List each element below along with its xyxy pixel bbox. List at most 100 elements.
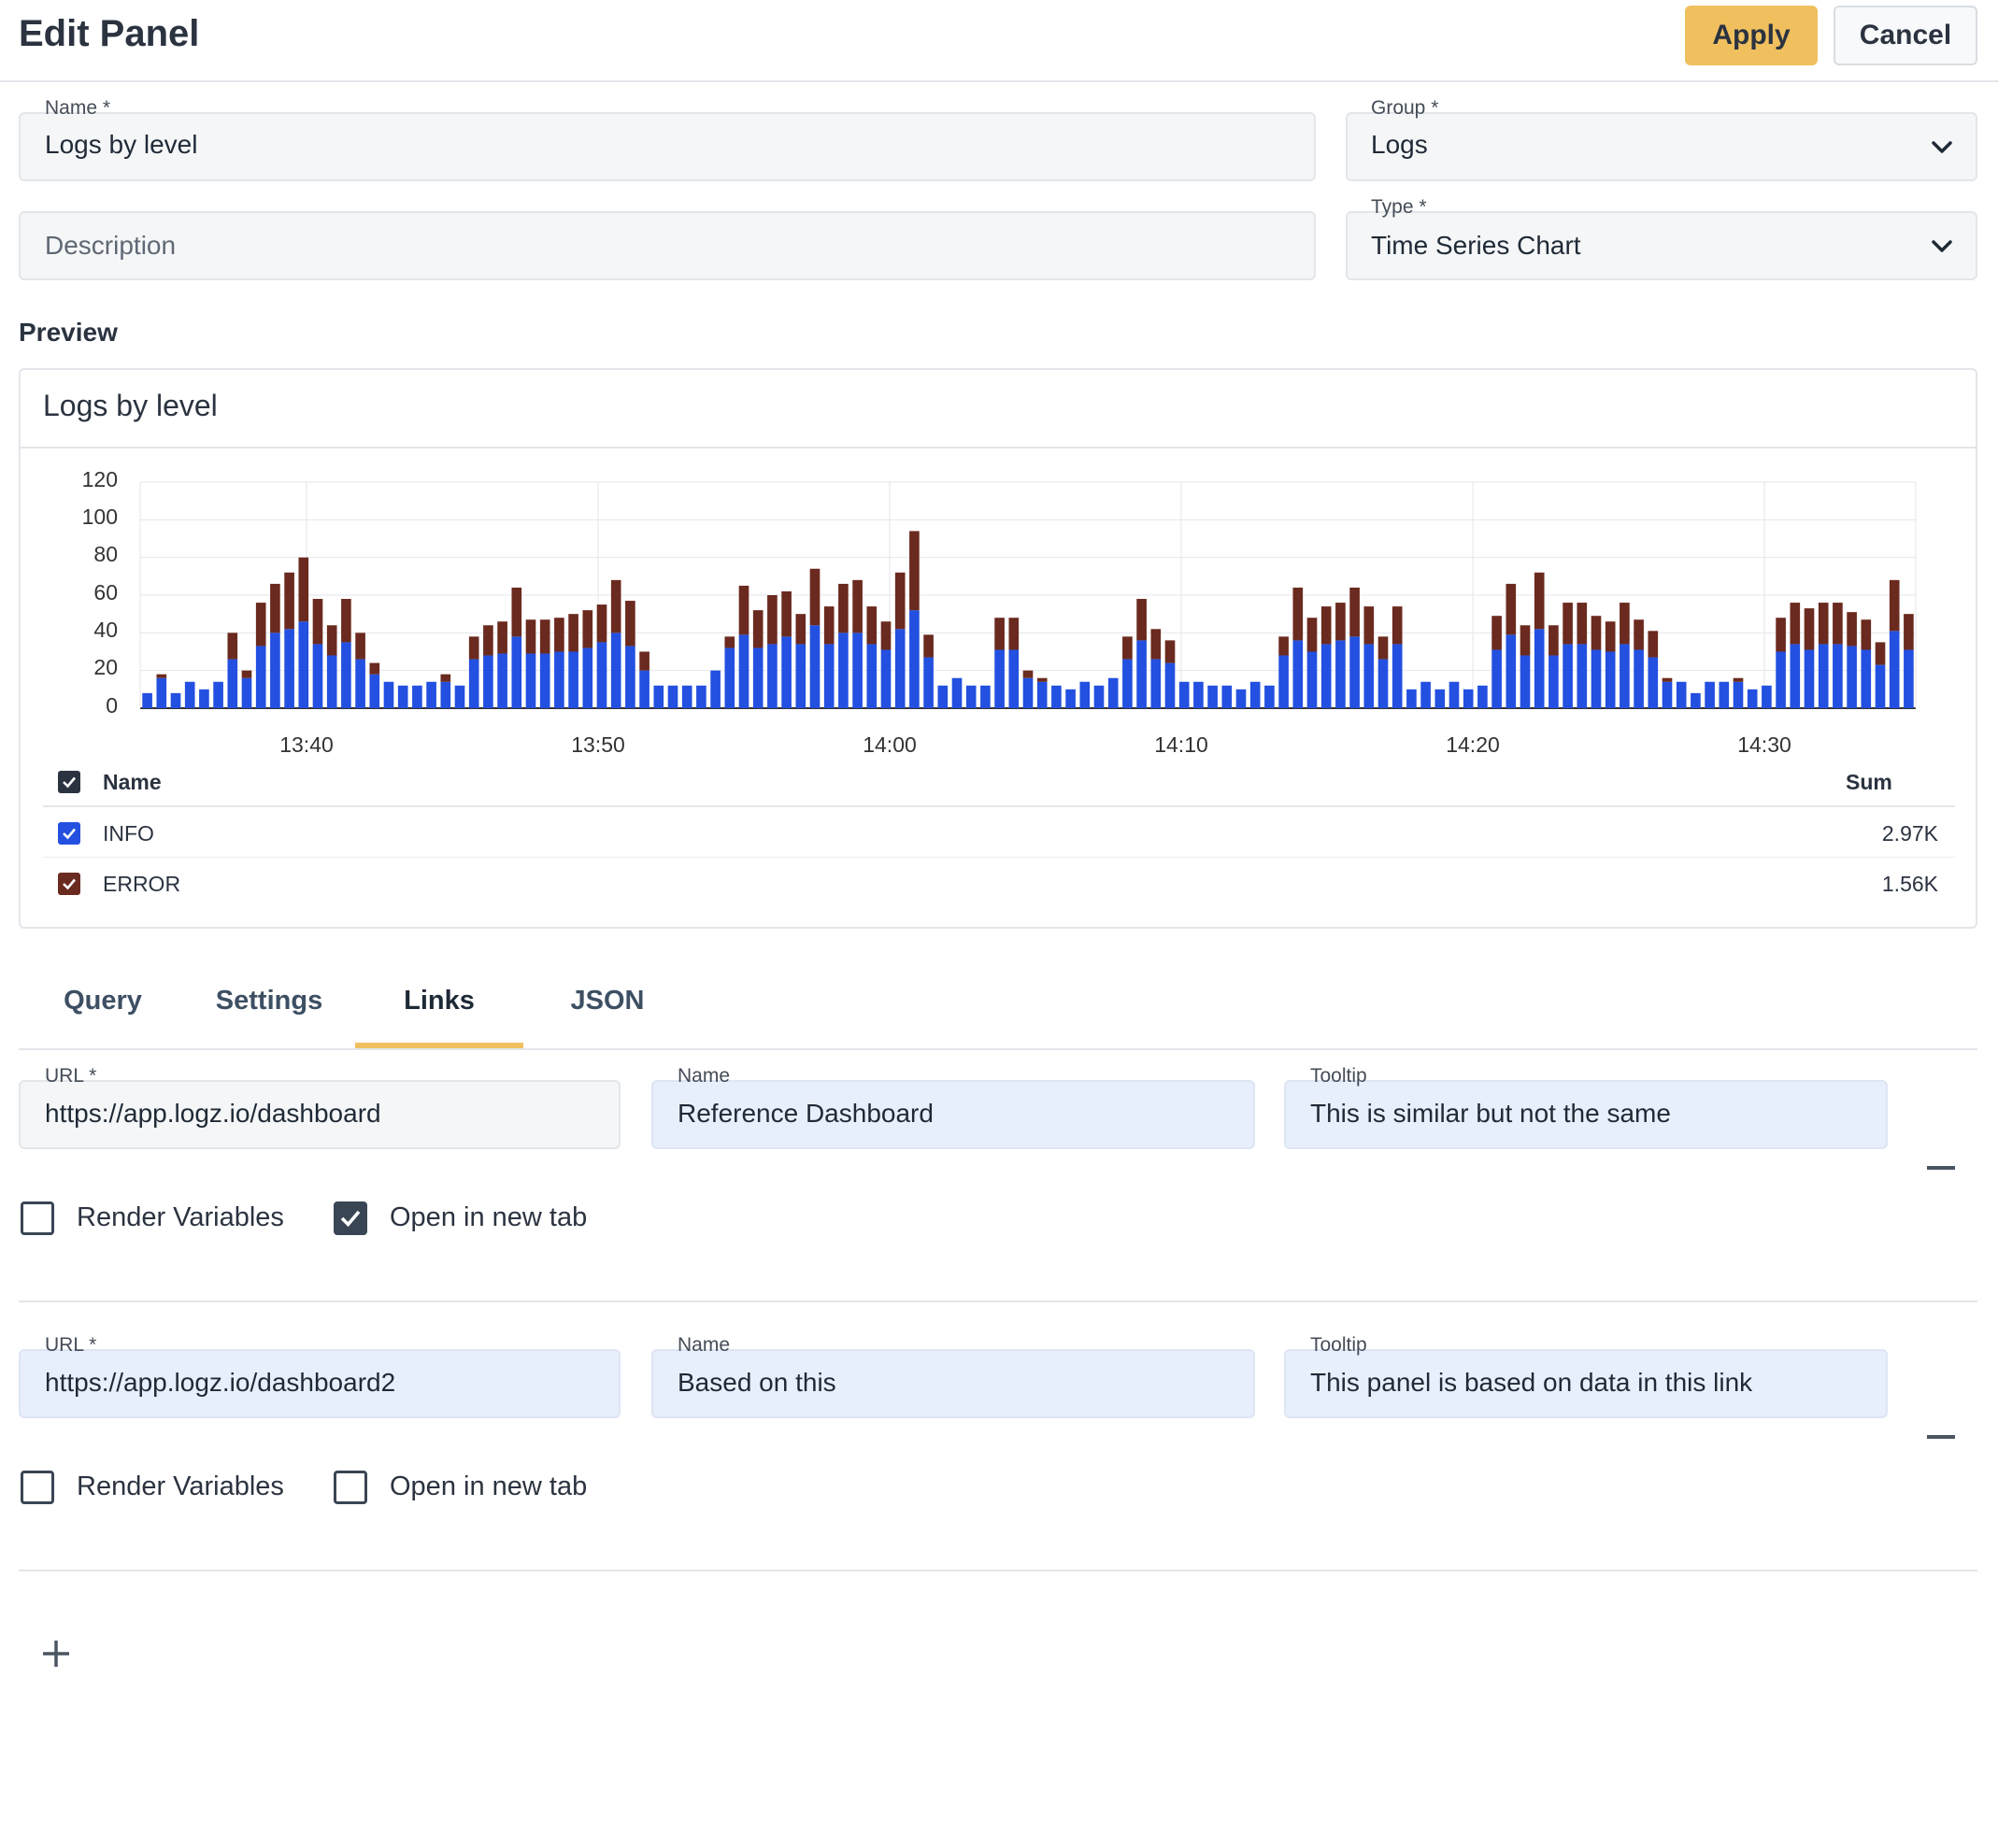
info-bar xyxy=(596,642,607,708)
cancel-button[interactable]: Cancel xyxy=(1834,6,1977,65)
add-link-icon[interactable] xyxy=(41,1639,71,1669)
link-1-render-variables-label: Render Variables xyxy=(77,1202,284,1232)
info-bar xyxy=(1733,681,1744,708)
error-bar xyxy=(341,599,351,643)
info-bar xyxy=(1065,689,1076,708)
group-select[interactable] xyxy=(1346,112,1977,181)
error-bar xyxy=(539,619,550,654)
info-bar xyxy=(610,633,621,708)
error-bar xyxy=(1889,579,1900,632)
type-select[interactable] xyxy=(1346,211,1977,280)
link-1-url-input[interactable] xyxy=(19,1080,621,1149)
tab-json[interactable]: JSON xyxy=(570,986,645,1016)
info-bar xyxy=(653,685,664,708)
info-bar xyxy=(965,685,977,708)
legend-item-error[interactable]: ERROR xyxy=(103,872,181,896)
info-bar xyxy=(909,610,920,708)
apply-button[interactable]: Apply xyxy=(1685,6,1818,65)
error-bar xyxy=(1022,670,1034,678)
info-bar xyxy=(1548,655,1559,708)
error-bar xyxy=(1634,619,1644,650)
info-bar xyxy=(1406,689,1417,708)
info-bar xyxy=(582,647,593,708)
group-select-value: Logs xyxy=(1371,130,1428,159)
link-1-name-value: Reference Dashboard xyxy=(678,1099,934,1128)
name-field[interactable] xyxy=(19,112,1316,181)
checkmark-icon xyxy=(63,776,76,789)
info-bar xyxy=(1662,681,1673,708)
link-1-open-new-tab-checkbox[interactable] xyxy=(334,1201,367,1235)
error-bar xyxy=(1577,603,1588,645)
error-series-checkbox[interactable] xyxy=(58,873,80,895)
time-series-chart[interactable] xyxy=(0,0,1998,775)
info-bar xyxy=(412,685,422,708)
error-bar xyxy=(1818,603,1829,645)
error-bar xyxy=(270,583,280,633)
error-bar xyxy=(809,568,821,626)
error-bar xyxy=(1377,636,1389,660)
error-bar xyxy=(554,618,564,652)
info-bar xyxy=(298,621,309,708)
active-tab-indicator xyxy=(355,1043,523,1048)
group-select-label: Group * xyxy=(1371,97,1439,119)
description-field[interactable] xyxy=(19,211,1316,280)
info-bar xyxy=(1391,644,1403,708)
error-bar xyxy=(568,614,578,652)
remove-link-1-icon[interactable] xyxy=(1927,1166,1955,1170)
chevron-down-icon[interactable] xyxy=(1929,233,1955,259)
y-tick-label: 40 xyxy=(93,618,118,642)
info-bar xyxy=(625,646,635,708)
y-tick-label: 20 xyxy=(93,655,118,679)
error-bar xyxy=(610,579,621,633)
info-bar xyxy=(1249,681,1261,708)
link-2-name-label: Name xyxy=(678,1334,731,1356)
legend-header-divider xyxy=(43,805,1955,807)
info-bar xyxy=(823,644,835,708)
info-bar xyxy=(852,633,863,708)
chevron-down-icon[interactable] xyxy=(1929,134,1955,160)
info-bar xyxy=(1221,685,1233,708)
link-2-render-variables-checkbox[interactable] xyxy=(21,1471,54,1504)
error-bar xyxy=(369,662,380,675)
x-tick-label: 14:00 xyxy=(863,732,917,757)
info-bar xyxy=(1847,646,1857,708)
link-1-url-label: URL * xyxy=(45,1065,97,1087)
link-2-name-input[interactable] xyxy=(651,1349,1255,1418)
info-series-checkbox[interactable] xyxy=(58,822,80,845)
info-bar xyxy=(1577,644,1588,708)
error-bar xyxy=(582,610,593,648)
info-bar xyxy=(1705,681,1715,708)
link-1-render-variables-checkbox[interactable] xyxy=(21,1201,54,1235)
select-all-checkbox[interactable] xyxy=(58,771,80,793)
tab-query[interactable]: Query xyxy=(64,986,142,1016)
tabs-divider xyxy=(19,1048,1977,1050)
error-bar xyxy=(1520,625,1531,656)
error-bar xyxy=(923,634,934,658)
info-bar xyxy=(1122,659,1133,708)
link-1-name-input[interactable] xyxy=(651,1080,1255,1149)
error-bar xyxy=(156,674,167,678)
error-bar xyxy=(1164,640,1176,663)
link-1-open-new-tab-label: Open in new tab xyxy=(390,1202,588,1232)
info-bar xyxy=(781,636,792,708)
tab-settings[interactable]: Settings xyxy=(215,986,323,1016)
error-bar xyxy=(994,618,1005,650)
info-bar xyxy=(170,692,181,708)
link-2-open-new-tab-checkbox[interactable] xyxy=(334,1471,367,1504)
error-bar xyxy=(1548,625,1559,656)
link-1-tooltip-input[interactable] xyxy=(1284,1080,1888,1149)
info-bar xyxy=(1107,677,1119,708)
x-tick-label: 14:30 xyxy=(1737,732,1791,757)
link-2-url-input[interactable] xyxy=(19,1349,621,1418)
tab-links[interactable]: Links xyxy=(404,986,475,1016)
error-bar xyxy=(880,621,892,650)
link-1-tooltip-label: Tooltip xyxy=(1310,1065,1367,1087)
legend-item-info[interactable]: INFO xyxy=(103,821,154,846)
error-bar xyxy=(298,557,309,622)
link-2-tooltip-input[interactable] xyxy=(1284,1349,1888,1418)
remove-link-2-icon[interactable] xyxy=(1927,1435,1955,1439)
info-bar xyxy=(1320,644,1332,708)
name-field-value: Logs by level xyxy=(45,130,198,159)
info-bar xyxy=(468,659,479,708)
header-divider xyxy=(0,80,1998,82)
